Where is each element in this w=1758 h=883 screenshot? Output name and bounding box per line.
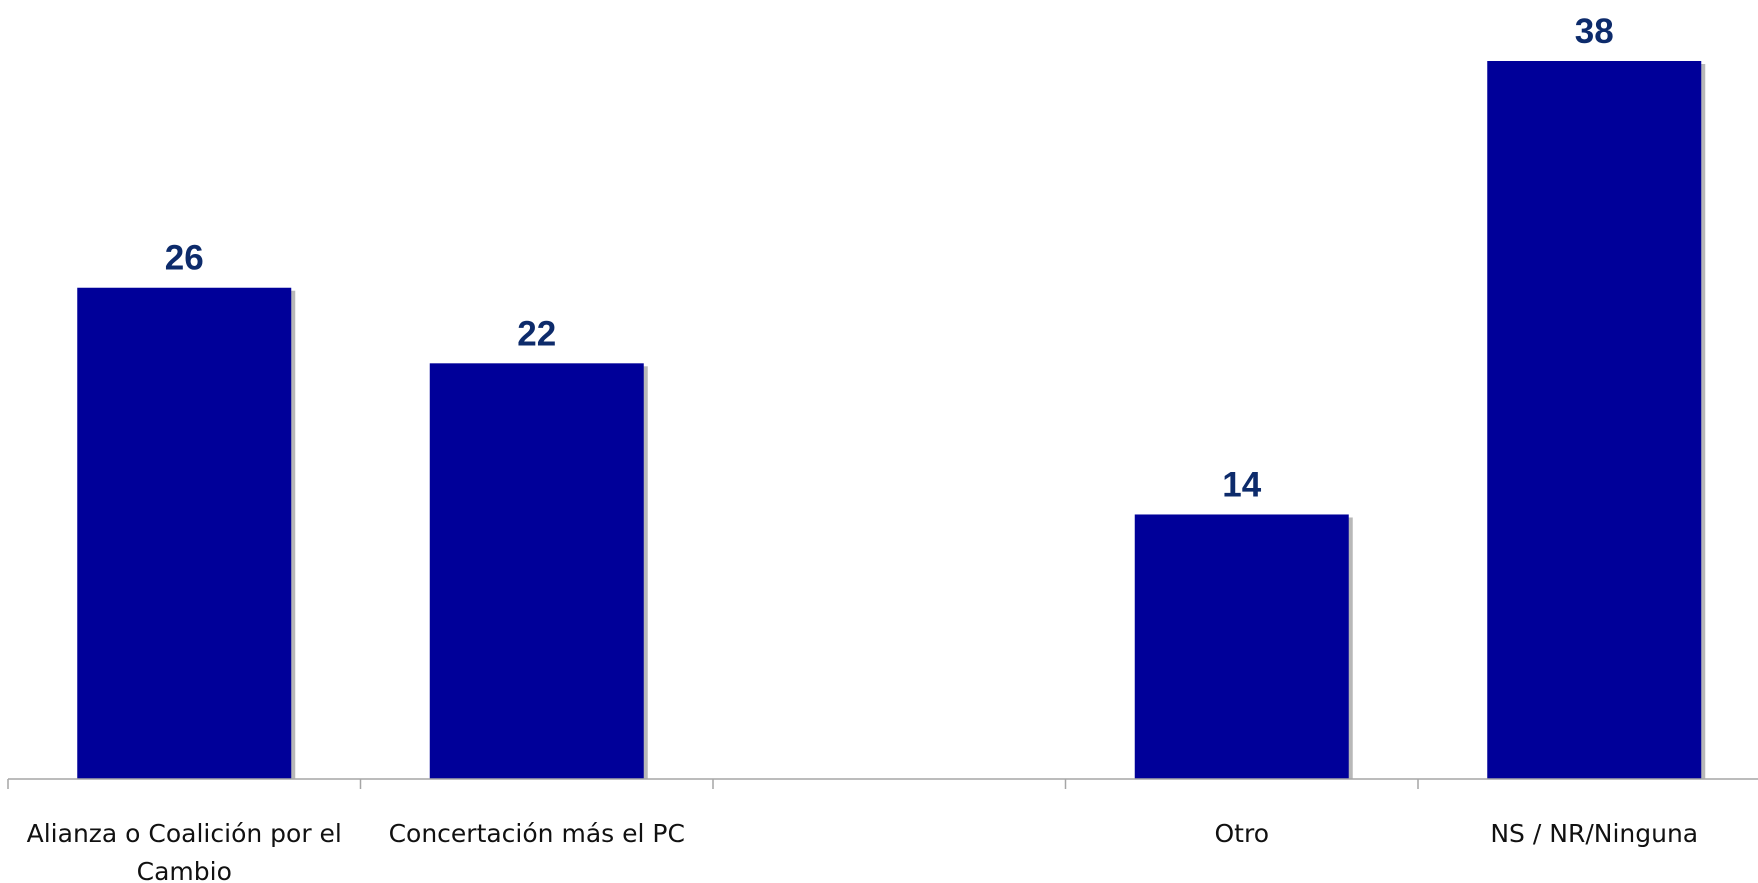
bars-layer xyxy=(77,61,1706,779)
bar xyxy=(77,287,292,779)
bar xyxy=(1487,61,1702,779)
bar xyxy=(1134,514,1349,779)
category-labels-layer: Alianza o Coalición por el Cambio Concerta… xyxy=(27,819,1699,883)
category-label: Alianza o Coalición por el xyxy=(27,819,342,848)
bar-value-label: 22 xyxy=(517,314,556,353)
category-label: NS / NR/Ninguna xyxy=(1490,819,1698,848)
bar-value-label: 14 xyxy=(1222,465,1261,504)
category-label: Concertación más el PC xyxy=(389,819,685,848)
bar-value-label: 26 xyxy=(165,239,204,278)
x-axis xyxy=(7,778,1758,789)
category-label: Cambio xyxy=(137,857,232,883)
bar xyxy=(429,363,644,779)
bar-value-label: 38 xyxy=(1575,12,1614,51)
category-label: Otro xyxy=(1214,819,1269,848)
data-labels-layer: 26 22 14 38 xyxy=(165,12,1614,504)
